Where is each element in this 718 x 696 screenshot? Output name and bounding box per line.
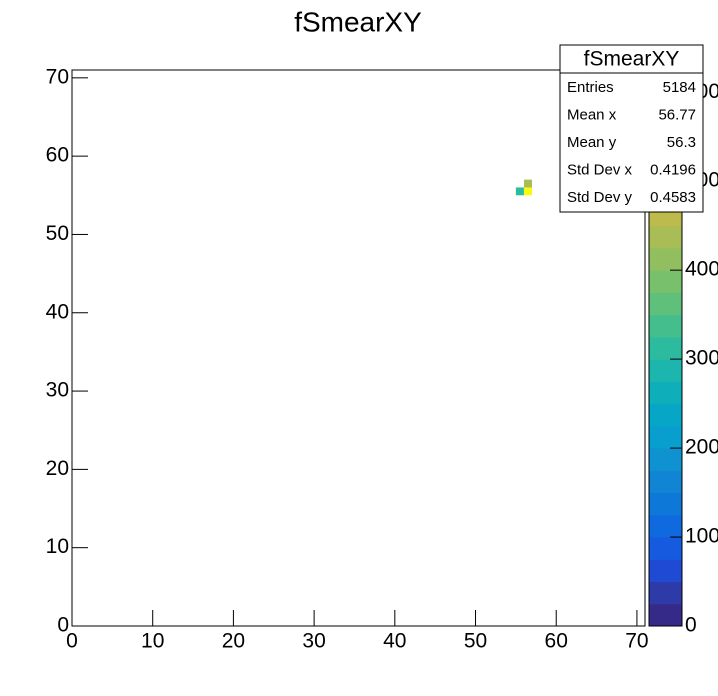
palette-band [649,425,682,449]
y-tick-label: 60 [46,144,69,167]
palette-band [649,336,682,360]
palette-band [649,247,682,271]
palette-band [649,381,682,405]
heat-cell [515,187,524,196]
x-tick-label: 0 [66,630,78,653]
palette-band [649,603,682,627]
palette-band [649,292,682,316]
x-tick-label: 70 [625,630,648,653]
x-tick-label: 60 [545,630,568,653]
stats-value: 5184 [663,79,696,96]
stats-label: Mean x [567,106,617,123]
palette-band [649,581,682,605]
x-tick-label: 50 [464,630,487,653]
palette-band [649,359,682,382]
palette-band [649,514,682,538]
palette-band [649,270,682,293]
stats-value: 56.77 [658,106,696,123]
y-tick-label: 30 [46,379,69,402]
stats-label: Entries [567,79,614,96]
heat-cell [523,179,533,188]
x-tick-label: 20 [222,630,245,653]
x-tick-label: 40 [383,630,406,653]
plot-frame [71,69,646,627]
palette-band [649,470,682,494]
stats-label: Std Dev y [567,189,633,206]
z-tick-label: 100 [685,525,718,548]
z-tick-label: 300 [685,347,718,370]
chart-title: fSmearXY [294,6,422,37]
y-tick-label: 0 [57,614,69,637]
y-tick-label: 20 [46,457,69,480]
stats-label: Mean y [567,134,617,151]
stats-value: 0.4583 [650,189,696,206]
z-tick-label: 400 [685,258,718,281]
palette-band [649,492,682,516]
stats-title: fSmearXY [584,48,680,71]
palette-band [649,559,682,583]
stats-value: 56.3 [667,134,696,151]
y-tick-label: 70 [46,65,69,88]
y-tick-label: 10 [46,535,69,558]
x-tick-label: 10 [141,630,164,653]
palette-band [649,403,682,427]
z-tick-label: 200 [685,436,718,459]
palette-band [649,314,682,338]
y-tick-label: 50 [46,222,69,245]
palette-band [649,225,682,249]
palette-band [649,448,682,471]
palette-band [649,537,682,560]
heat-cell [523,187,533,196]
stats-label: Std Dev x [567,161,633,178]
y-tick-label: 40 [46,300,69,323]
x-tick-label: 30 [302,630,325,653]
z-tick-label: 0 [685,614,697,637]
stats-value: 0.4196 [650,161,696,178]
